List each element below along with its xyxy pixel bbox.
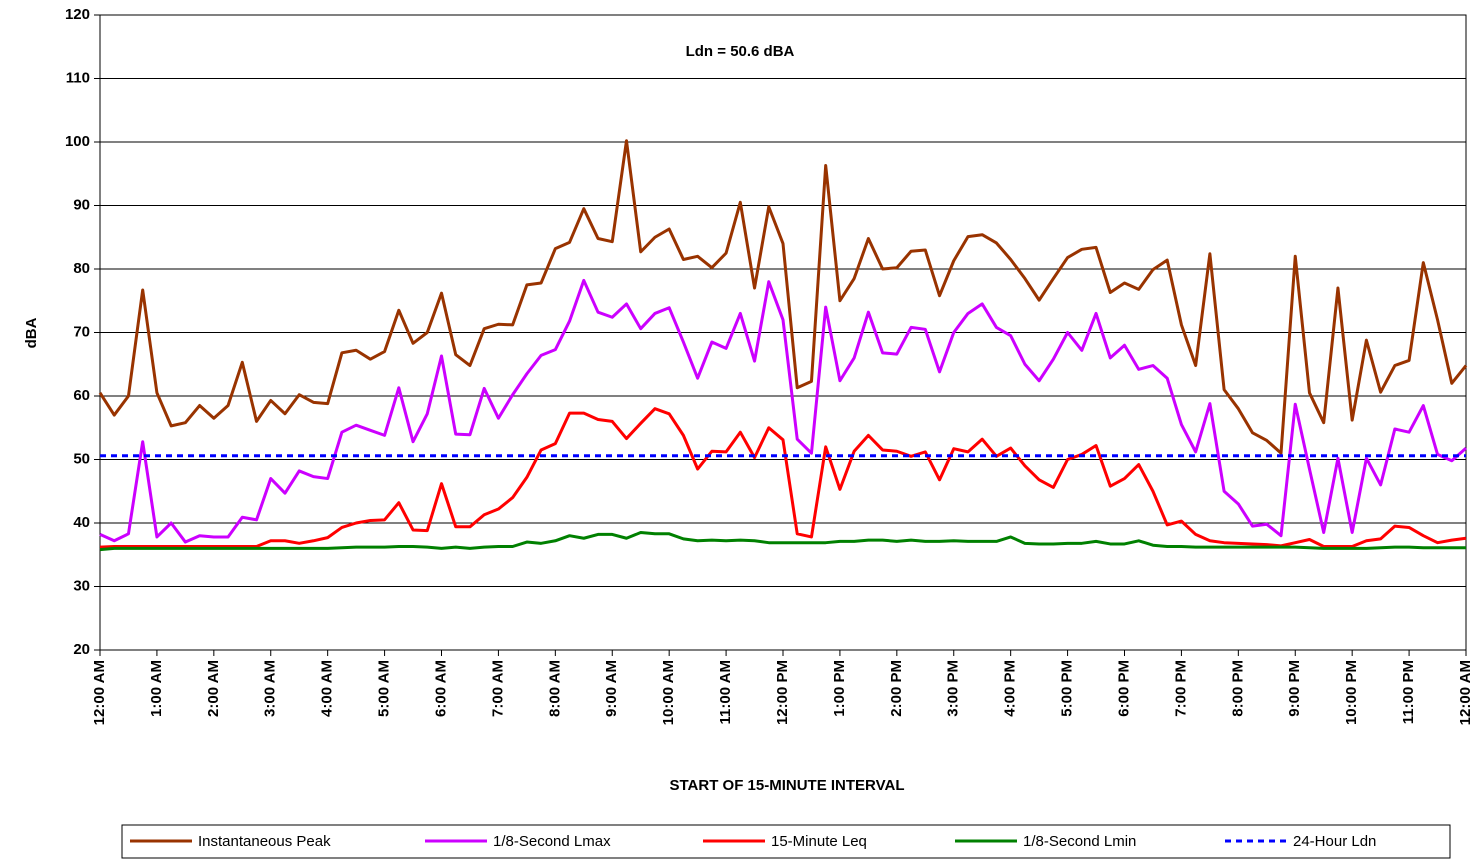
x-tick-label: 1:00 PM [831, 660, 848, 717]
y-tick-label: 120 [65, 6, 90, 23]
x-tick-label: 3:00 AM [262, 660, 279, 717]
x-tick-label: 1:00 AM [148, 660, 165, 717]
x-tick-label: 8:00 AM [546, 660, 563, 717]
x-tick-label: 12:00 AM [91, 660, 108, 725]
x-tick-label: 7:00 AM [489, 660, 506, 717]
legend-label: 1/8-Second Lmax [493, 833, 611, 850]
x-tick-label: 6:00 AM [432, 660, 449, 717]
x-tick-label: 7:00 PM [1172, 660, 1189, 717]
legend-label: 1/8-Second Lmin [1023, 833, 1136, 850]
x-tick-label: 11:00 AM [717, 660, 734, 724]
x-tick-label: 4:00 AM [319, 660, 336, 717]
y-tick-label: 30 [73, 577, 90, 594]
series-line [98, 139, 1468, 455]
x-tick-label: 10:00 AM [660, 660, 677, 725]
x-tick-label: 5:00 AM [376, 660, 393, 717]
y-tick-label: 40 [73, 514, 90, 531]
x-tick-label: 10:00 PM [1343, 660, 1360, 725]
x-tick-label: 8:00 PM [1229, 660, 1246, 717]
y-tick-label: 110 [66, 69, 90, 86]
x-tick-label: 5:00 PM [1059, 660, 1076, 717]
y-axis-title: dBA [23, 317, 40, 348]
x-tick-label: 12:00 AM [1457, 660, 1473, 725]
y-tick-label: 50 [73, 450, 90, 467]
y-tick-label: 80 [73, 260, 90, 277]
x-tick-label: 12:00 PM [774, 660, 791, 725]
x-tick-label: 4:00 PM [1002, 660, 1019, 717]
annotation: Ldn = 50.6 dBA [686, 43, 795, 60]
series-line [99, 278, 1467, 544]
legend-label: 24-Hour Ldn [1293, 833, 1376, 850]
x-tick-label: 6:00 PM [1115, 660, 1132, 717]
x-tick-label: 2:00 AM [205, 660, 222, 717]
x-tick-label: 3:00 PM [945, 660, 962, 717]
y-tick-label: 100 [65, 133, 90, 150]
legend-label: 15-Minute Leq [771, 833, 867, 850]
y-tick-label: 90 [73, 196, 90, 213]
x-tick-label: 2:00 PM [888, 660, 905, 717]
y-tick-label: 20 [73, 641, 90, 658]
y-tick-label: 70 [73, 323, 90, 340]
series-line [99, 407, 1467, 549]
x-tick-label: 9:00 PM [1286, 660, 1303, 717]
x-tick-label: 9:00 AM [603, 660, 620, 717]
series-line [99, 531, 1466, 552]
x-tick-label: 11:00 PM [1400, 660, 1417, 724]
y-tick-label: 60 [73, 387, 90, 404]
legend-label: Instantaneous Peak [198, 833, 331, 850]
x-axis-title: START OF 15-MINUTE INTERVAL [669, 777, 904, 794]
